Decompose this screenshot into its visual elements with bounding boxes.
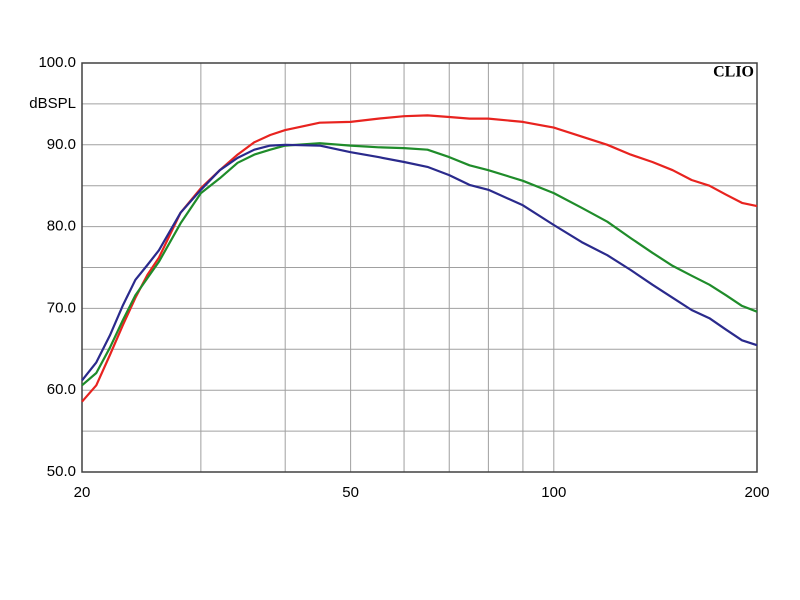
brand-label: CLIO [713,64,754,81]
plot-frame [81,62,758,473]
y-tick-label: 100.0 [38,54,76,71]
x-tick-label: 100 [541,484,566,501]
x-tick-label: 20 [74,484,91,501]
y-tick-label: 90.0 [47,136,76,153]
series-line [81,114,758,403]
y-tick-label: 70.0 [47,299,76,316]
x-tick-label: 200 [744,484,769,501]
y-tick-label: 80.0 [47,218,76,235]
series-line [81,142,758,387]
y-tick-label: 50.0 [47,463,76,480]
y-axis-label: dBSPL [29,95,76,112]
series-line [81,143,758,382]
y-tick-label: 60.0 [47,381,76,398]
x-tick-label: 50 [342,484,359,501]
